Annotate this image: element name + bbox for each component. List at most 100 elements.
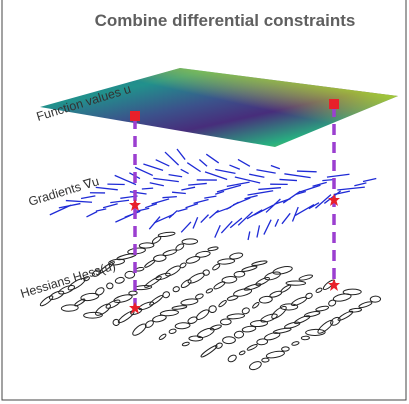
gradient-arrow [144,203,158,209]
hessian-ellipse [264,332,281,341]
gradient-arrow [300,184,321,193]
gradient-arrow [282,190,301,204]
hessian-ellipse [246,343,258,351]
hessian-ellipse [113,294,133,303]
gradient-arrow [237,158,251,167]
hessian-ellipse [227,354,237,363]
hessian-ellipse [162,249,178,256]
gradient-arrow [220,220,233,234]
hessian-ellipse [155,272,171,281]
hessian-ellipse [315,305,330,312]
gradient-arrow [232,197,251,206]
gradient-arrow [58,202,81,209]
hessian-ellipse [265,350,285,359]
hessian-ellipse [195,250,211,258]
hessian-ellipse [233,270,246,278]
gradient-arrow [181,186,196,191]
gradient-layer [49,148,377,241]
hessian-ellipse [165,265,181,277]
gradient-arrow [263,219,272,235]
hessian-ellipse [221,276,238,284]
hessian-ellipse [153,254,167,262]
gradient-arrow [284,173,311,179]
hessian-ellipse [112,318,120,326]
gradient-arrow [200,214,209,223]
hessian-ellipse [238,350,246,356]
gradient-arrow [247,231,251,241]
gradient-arrow [168,209,178,219]
gradient-arrow [134,166,154,177]
hessian-ellipse [298,274,314,281]
gradient-arrow [312,181,327,187]
gradient-arrow [186,162,201,173]
hessian-ellipse [114,276,125,284]
hessian-ellipse [332,293,352,302]
gradient-arrow [265,198,281,213]
hessian-ellipse [67,277,86,291]
hessian-ellipse [348,307,363,313]
gradient-arrow [253,204,274,216]
gradient-arrow [114,174,137,186]
hessian-ellipse [243,283,262,291]
gradient-arrow [95,186,118,191]
star [129,199,141,211]
hessian-ellipse [272,266,293,275]
hessian-ellipse [304,311,321,318]
hessian-ellipse [187,272,205,284]
gradient-arrow [296,170,317,173]
gradient-arrow [185,203,199,209]
gradient-arrow [237,211,253,226]
gradient-arrow [362,177,377,183]
gradient-arrow [315,194,332,209]
hessian-ellipse [205,288,214,294]
hessian-ellipse [196,327,215,339]
hessian-ellipse [281,346,290,352]
hessian-ellipse [249,361,262,371]
hessian-ellipse [260,313,278,323]
hessian-ellipse [208,305,217,314]
title: Combine differential constraints [95,11,356,30]
hessian-ellipse [133,284,153,291]
hessian-ellipse [212,263,221,271]
gradient-arrow [216,184,242,193]
hessian-ellipse [202,269,210,276]
hessian-ellipse [60,304,79,312]
hessian-ellipse [209,324,222,331]
gradient-arrow [333,190,351,196]
hessian-ellipse [152,314,167,323]
hessian-ellipse [74,298,86,307]
hessian-ellipse [108,258,126,266]
gradient-arrow [153,177,179,183]
hessian-ellipse [80,292,100,302]
hessian-ellipse [168,328,177,334]
hessian-ellipse [305,328,326,336]
gradient-arrow [180,168,189,175]
star [328,279,340,291]
layer-label: Hessians Hess(u) [19,259,117,301]
hessian-ellipse [249,320,269,328]
gradient-arrow [208,209,219,219]
hessian-ellipse [369,295,382,303]
gradient-arrow [80,195,96,200]
sample-stars [129,194,340,314]
hessian-ellipse [172,286,180,293]
hessian-ellipse [144,276,162,288]
hessian-ellipse [279,303,299,311]
gradient-arrow [168,174,183,178]
hessian-ellipse [255,277,270,286]
gradient-arrow [226,181,250,188]
gradient-arrow [192,217,199,229]
hessian-ellipse [181,238,199,245]
hessian-ellipse [293,315,311,325]
gradient-arrow [214,224,221,238]
hessian-ellipse [174,322,191,330]
gradient-arrow [354,182,367,187]
gradient-arrow [244,194,258,200]
gradient-arrow [155,159,170,167]
hessian-ellipse [358,301,373,309]
hessian-ellipse [195,293,204,300]
gradient-arrow [308,202,320,210]
